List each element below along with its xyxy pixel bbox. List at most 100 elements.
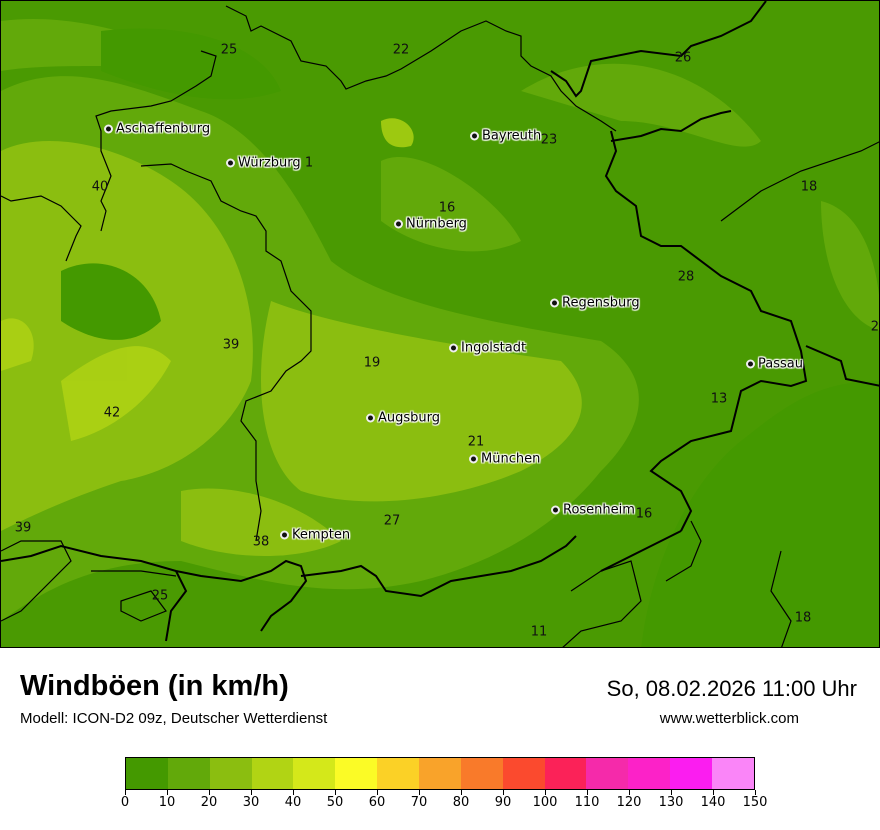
legend-tick [503,790,504,795]
map-title: Windböen (in km/h) [20,670,289,702]
legend-tick-label: 110 [574,795,600,810]
value-label: 22 [392,42,410,58]
legend-swatch [209,758,252,789]
legend-swatch [167,758,210,789]
legend-swatch [335,758,378,789]
legend-tick-label: 60 [368,795,386,810]
city-dot-icon [551,505,560,515]
city-label: Augsburg [378,410,441,426]
legend-swatch [460,758,503,789]
legend-tick [461,790,462,795]
legend-swatch [670,758,713,789]
city-dot-icon [469,454,478,464]
city-dot-icon [449,343,458,353]
city-label: München [481,451,541,467]
legend-tick-label: 120 [616,795,642,810]
legend-swatch [712,758,754,789]
legend-tick [251,790,252,795]
country-borders [1,1,879,642]
legend-tick [671,790,672,795]
legend-tick-label: 40 [284,795,302,810]
city-label: Nürnberg [406,216,467,232]
legend-swatch [293,758,336,789]
city-dot-icon [394,219,403,229]
value-label: 18 [800,179,818,195]
legend-tick [209,790,210,795]
value-label: 23 [540,132,558,148]
city-label: Bayreuth [482,128,542,144]
city-label: Ingolstadt [461,340,527,356]
city-label: Würzburg [238,155,301,171]
legend-tick [377,790,378,795]
legend-swatch [586,758,629,789]
legend-tick-label: 70 [410,795,428,810]
value-label: 16 [438,200,456,216]
legend-swatch [251,758,294,789]
value-label: 27 [383,513,401,529]
legend-tick-label: 20 [200,795,218,810]
legend-tick-label: 10 [158,795,176,810]
legend-tick [713,790,714,795]
legend-tick [587,790,588,795]
model-info: Modell: ICON-D2 09z, Deutscher Wetterdie… [20,710,328,727]
city-label: Regensburg [562,295,640,311]
value-label: 40 [91,179,109,195]
city-marker-kempten: Kempten [280,527,351,543]
city-marker-rosenheim: Rosenheim [551,502,635,518]
city-label: Passau [758,356,803,372]
legend-tick [293,790,294,795]
value-label: 26 [674,50,692,66]
color-legend [125,757,755,790]
legend-tick-label: 130 [658,795,684,810]
website-label: www.wetterblick.com [659,710,799,727]
legend-tick-label: 150 [742,795,768,810]
legend-tick-label: 100 [532,795,558,810]
city-marker-wuerzburg: Würzburg [226,155,301,171]
legend-tick-label: 30 [242,795,260,810]
city-dot-icon [226,158,235,168]
city-label: Rosenheim [563,502,635,518]
city-marker-muenchen: München [469,451,541,467]
city-marker-ingolstadt: Ingolstadt [449,340,527,356]
legend-tick-label: 50 [326,795,344,810]
value-label: 21 [467,434,485,450]
city-marker-nuernberg: Nürnberg [394,216,467,232]
value-label: 13 [710,391,728,407]
city-marker-passau: Passau [746,356,803,372]
legend-tick [545,790,546,795]
wind-field-layer [1,1,879,647]
value-label: 39 [222,337,240,353]
legend-swatch [419,758,461,789]
value-label: 1 [304,155,314,171]
value-label: 25 [151,588,169,604]
wind-gust-map: Aschaffenburg Würzburg Bayreuth Nürnberg… [0,0,880,648]
city-marker-regensburg: Regensburg [550,295,640,311]
legend-tick-label: 140 [700,795,726,810]
legend-swatch [502,758,545,789]
legend-tick [167,790,168,795]
forecast-datetime: So, 08.02.2026 11:00 Uhr [606,676,857,701]
city-dot-icon [280,530,289,540]
legend-tick-label: 90 [494,795,512,810]
city-dot-icon [746,359,755,369]
value-label: 39 [14,520,32,536]
city-dot-icon [550,298,559,308]
legend-swatch [377,758,420,789]
value-label: 42 [103,405,121,421]
value-label: 18 [794,610,812,626]
city-label: Aschaffenburg [116,121,211,137]
city-dot-icon [470,131,479,141]
city-marker-bayreuth: Bayreuth [470,128,542,144]
value-label: 19 [363,355,381,371]
value-label: 28 [677,269,695,285]
legend-swatch [628,758,671,789]
legend-swatch [126,758,168,789]
legend-tick [419,790,420,795]
city-dot-icon [104,124,113,134]
city-dot-icon [366,413,375,423]
legend-tick [755,790,756,795]
legend-tick [629,790,630,795]
value-label: 11 [530,624,548,640]
city-label: Kempten [292,527,351,543]
legend-tick-label: 0 [120,795,130,810]
